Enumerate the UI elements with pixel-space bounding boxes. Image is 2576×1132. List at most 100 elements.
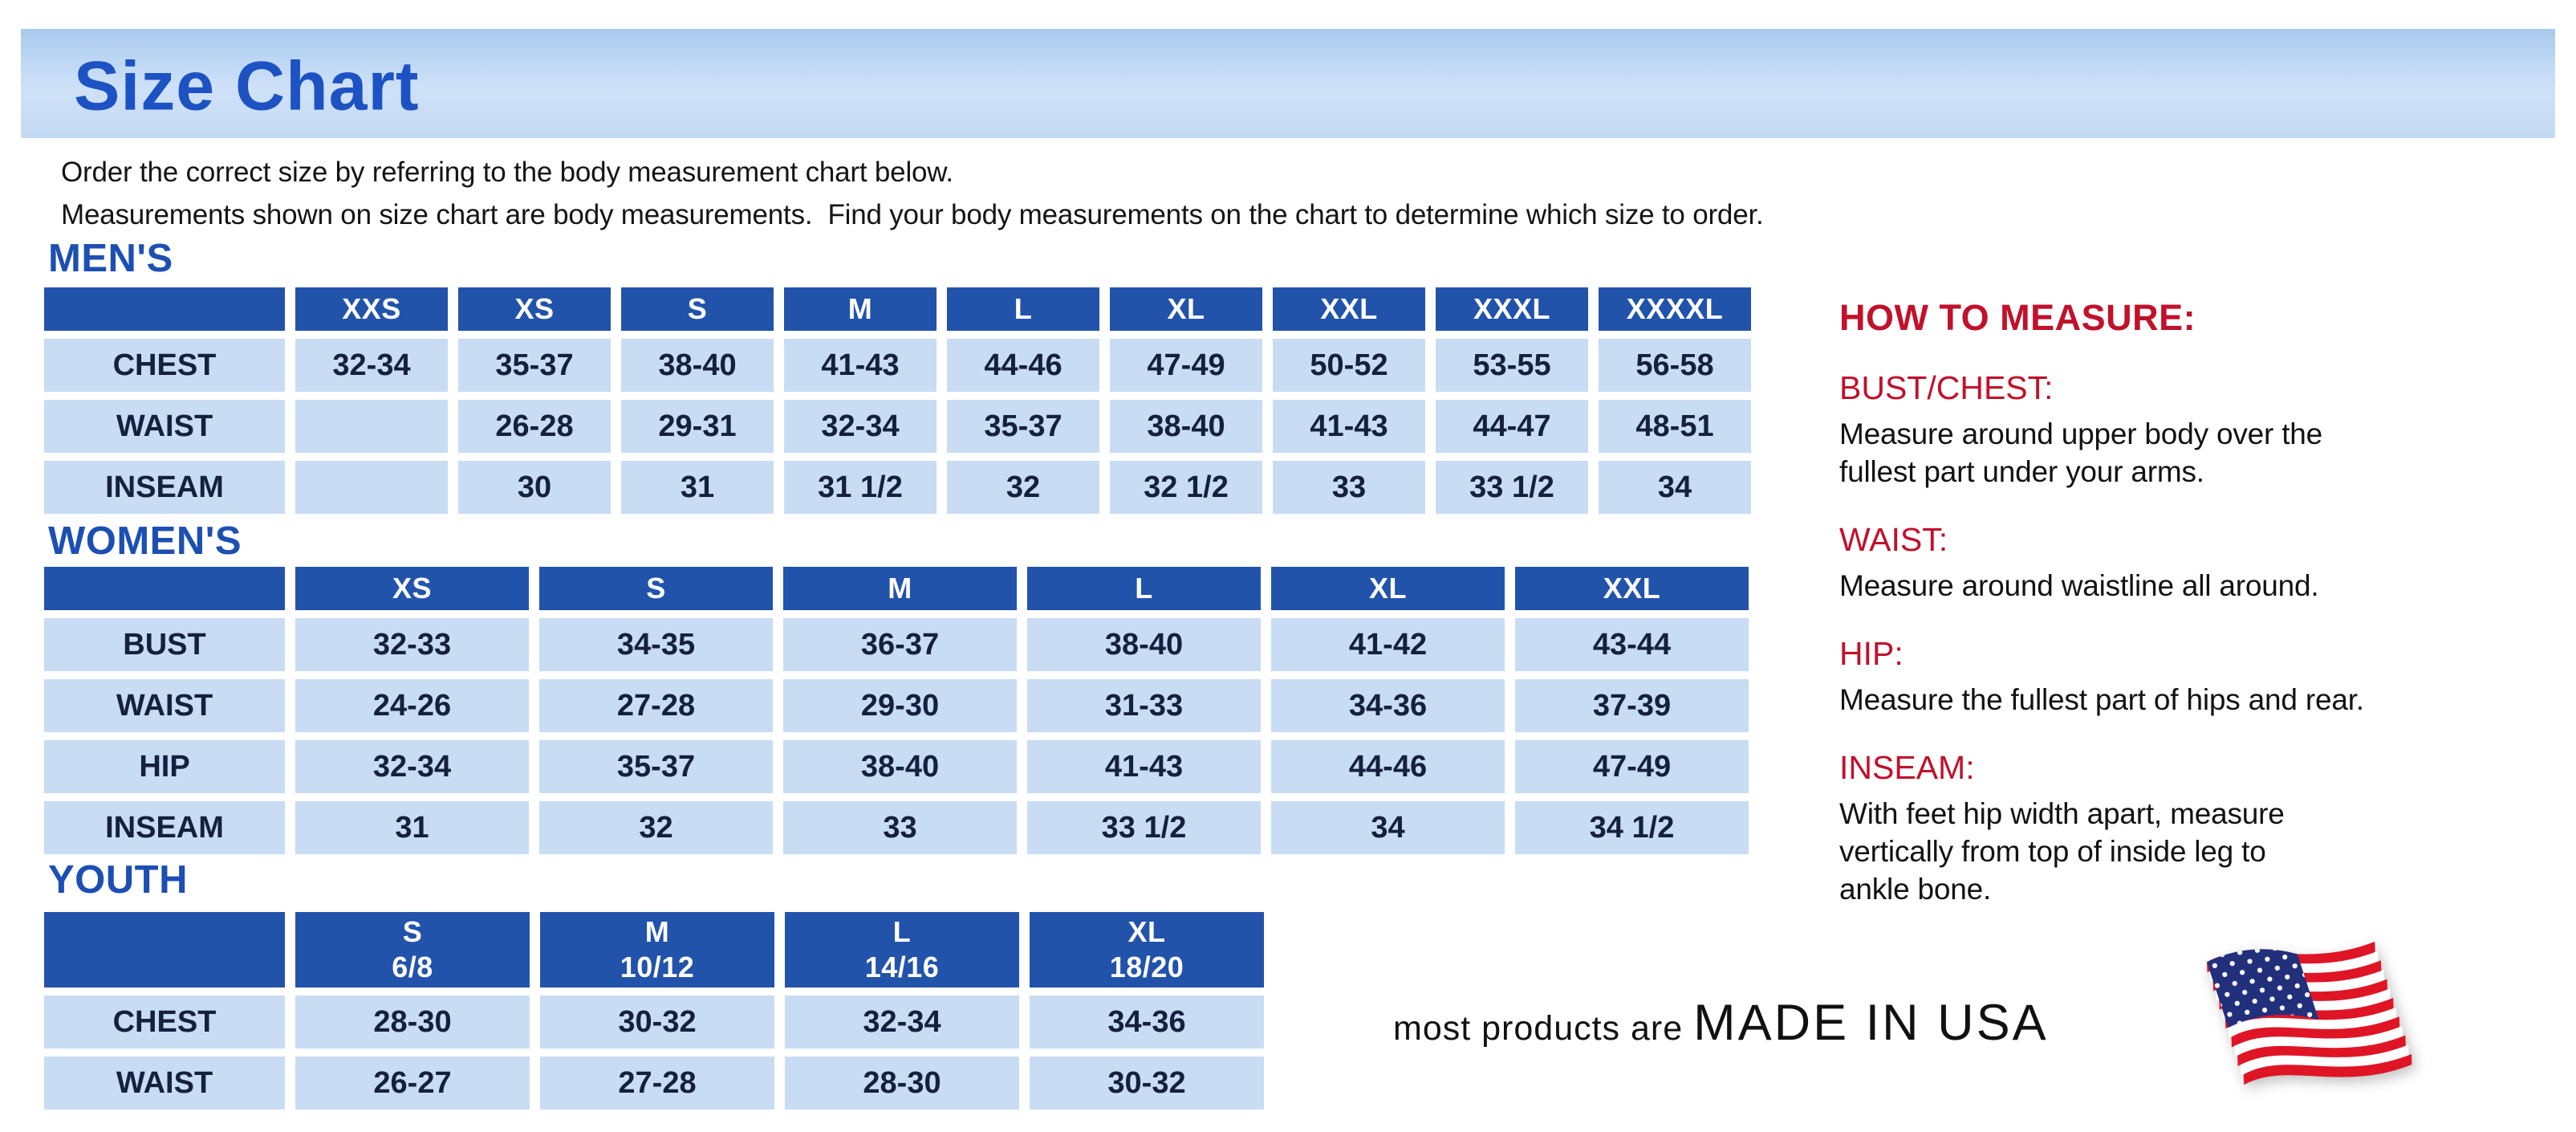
mens-data-cell: 34 (1599, 461, 1751, 514)
womens-row-label-cell: INSEAM (44, 801, 285, 854)
youth-data-cell: 26-27 (295, 1057, 530, 1110)
how-to-measure-panel: HOW TO MEASURE: BUST/CHEST: Measure arou… (1839, 297, 2576, 908)
womens-data-cell: 38-40 (783, 740, 1017, 793)
womens-column-header: L (1027, 567, 1261, 610)
howto-text-waist: Measure around waistline all around. (1839, 569, 2319, 602)
howto-section-bust-chest: BUST/CHEST: Measure around upper body ov… (1839, 369, 2576, 491)
mens-data-cell: 26-28 (458, 400, 611, 453)
womens-data-cell: 38-40 (1027, 618, 1261, 671)
youth-row-label-cell: WAIST (44, 1057, 285, 1110)
howto-text-bust-chest: Measure around upper body over the fulle… (1839, 417, 2323, 488)
mens-column-header: L (947, 287, 1099, 331)
mens-column-header: XXXL (1436, 287, 1588, 331)
mens-data-cell: 41-43 (1273, 400, 1425, 453)
womens-data-cell: 31-33 (1027, 679, 1261, 732)
mens-column-header: XL (1110, 287, 1262, 331)
mens-column-header: M (784, 287, 937, 331)
womens-column-header: M (783, 567, 1017, 610)
intro-text: Order the correct size by referring to t… (61, 151, 1764, 236)
mens-data-cell: 56-58 (1599, 339, 1751, 392)
youth-data-cell: 32-34 (785, 996, 1019, 1049)
womens-size-table: XS S M L XL XXL BUST 32-33 34-35 36-37 38-40 41-42 4… (44, 567, 1749, 854)
youth-data-cell: 30-32 (1030, 1057, 1264, 1110)
mens-data-cell (295, 461, 448, 514)
womens-column-header: XS (295, 567, 529, 610)
mens-data-cell: 35-37 (947, 400, 1099, 453)
howto-heading-inseam: INSEAM: (1839, 749, 1975, 786)
womens-data-cell: 32-34 (295, 740, 529, 793)
title-banner: Size Chart (21, 29, 2555, 138)
mens-data-cell: 50-52 (1273, 339, 1425, 392)
mens-data-cell: 31 (621, 461, 774, 514)
mens-data-cell: 44-46 (947, 339, 1099, 392)
mens-row-label-cell: CHEST (44, 339, 285, 392)
womens-data-cell: 44-46 (1271, 740, 1505, 793)
made-in-usa-line: most products are MADE IN USA (1393, 994, 2049, 1052)
mens-data-cell: 32-34 (784, 400, 937, 453)
womens-data-cell: 41-42 (1271, 618, 1505, 671)
youth-data-cell: 30-32 (540, 996, 774, 1049)
womens-data-cell: 34 1/2 (1515, 801, 1749, 854)
youth-data-cell: 28-30 (295, 996, 530, 1049)
mens-data-cell: 33 (1273, 461, 1425, 514)
youth-data-cell: 34-36 (1030, 996, 1264, 1049)
mens-data-cell: 32 1/2 (1110, 461, 1262, 514)
womens-data-cell: 24-26 (295, 679, 529, 732)
youth-data-cell: 27-28 (540, 1057, 774, 1110)
womens-data-cell: 31 (295, 801, 529, 854)
mens-data-cell: 44-47 (1436, 400, 1588, 453)
howto-heading-waist: WAIST: (1839, 521, 1948, 558)
youth-column-header: S 6/8 (295, 912, 530, 987)
made-in-usa-prefix: most products are (1393, 1009, 1694, 1048)
page-title: Size Chart (74, 47, 420, 125)
mens-column-header: XXS (295, 287, 448, 331)
womens-data-cell: 47-49 (1515, 740, 1749, 793)
howto-section-inseam: INSEAM: With feet hip width apart, measu… (1839, 749, 2576, 908)
mens-data-cell: 53-55 (1436, 339, 1588, 392)
mens-size-table: XXS XS S M L XL XXL XXXL XXXXL CHEST 32-34 35-37 38-… (44, 287, 1751, 514)
womens-data-cell: 37-39 (1515, 679, 1749, 732)
mens-data-cell: 38-40 (621, 339, 774, 392)
mens-data-cell: 35-37 (458, 339, 611, 392)
youth-column-header: L 14/16 (785, 912, 1019, 987)
mens-row-label-cell: WAIST (44, 400, 285, 453)
howto-section-hip: HIP: Measure the fullest part of hips an… (1839, 635, 2576, 719)
womens-column-header: XL (1271, 567, 1505, 610)
youth-data-cell: 28-30 (785, 1057, 1019, 1110)
womens-data-cell: 41-43 (1027, 740, 1261, 793)
youth-column-header: XL 18/20 (1030, 912, 1264, 987)
youth-column-header: M 10/12 (540, 912, 774, 987)
womens-data-cell: 33 (783, 801, 1017, 854)
howto-text-hip: Measure the fullest part of hips and rea… (1839, 683, 2364, 716)
mens-data-cell: 41-43 (784, 339, 937, 392)
youth-size-table: S 6/8 M 10/12 L 14/16 XL 18/20 CHEST 28-30 30-32 32… (44, 912, 1264, 1110)
mens-column-header: XS (458, 287, 611, 331)
mens-corner-header-cell (44, 287, 285, 331)
mens-data-cell: 32-34 (295, 339, 448, 392)
mens-data-cell (295, 400, 448, 453)
womens-data-cell: 32 (539, 801, 773, 854)
mens-column-header: S (621, 287, 774, 331)
mens-column-header: XXXXL (1599, 287, 1751, 331)
us-flag-icon (2200, 925, 2441, 1101)
womens-data-cell: 34 (1271, 801, 1505, 854)
intro-line-1: Order the correct size by referring to t… (61, 157, 953, 188)
mens-row-label-cell: INSEAM (44, 461, 285, 514)
womens-data-cell: 33 1/2 (1027, 801, 1261, 854)
mens-data-cell: 29-31 (621, 400, 774, 453)
howto-heading-bust-chest: BUST/CHEST: (1839, 369, 2054, 406)
howto-section-waist: WAIST: Measure around waistline all arou… (1839, 521, 2576, 605)
womens-data-cell: 29-30 (783, 679, 1017, 732)
womens-corner-header-cell (44, 567, 285, 610)
section-title-mens: MEN'S (48, 237, 173, 280)
howto-text-inseam: With feet hip width apart, measure verti… (1839, 797, 2285, 906)
womens-data-cell: 34-36 (1271, 679, 1505, 732)
section-title-womens: WOMEN'S (48, 519, 242, 563)
womens-data-cell: 34-35 (539, 618, 773, 671)
womens-row-label-cell: BUST (44, 618, 285, 671)
mens-data-cell: 30 (458, 461, 611, 514)
mens-data-cell: 38-40 (1110, 400, 1262, 453)
youth-row-label-cell: CHEST (44, 996, 285, 1049)
mens-data-cell: 31 1/2 (784, 461, 937, 514)
womens-data-cell: 36-37 (783, 618, 1017, 671)
